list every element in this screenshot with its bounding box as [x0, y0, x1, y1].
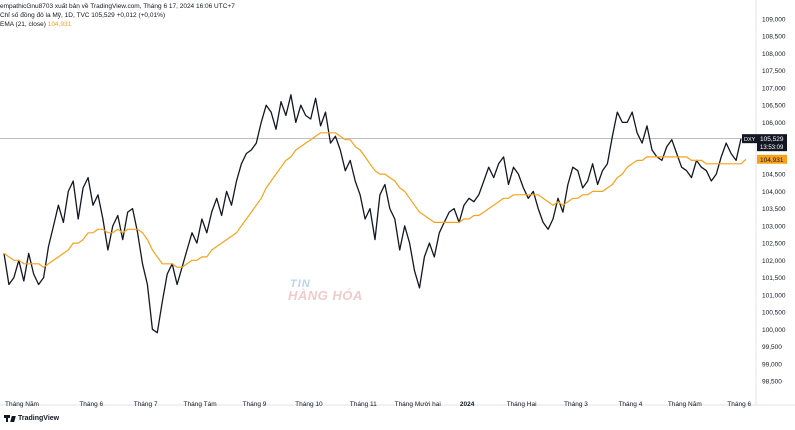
y-tick-label: 100,000	[762, 327, 786, 334]
x-tick-label: Tháng Hai	[507, 401, 537, 408]
price-series-line	[3, 94, 742, 334]
y-tick-label: 103,500	[762, 206, 786, 213]
x-tick-label: Tháng 3	[564, 401, 588, 408]
symbol-line[interactable]: Chỉ số đồng đô la Mỹ, 1D, TVC 105,529 +0…	[0, 12, 166, 19]
y-tick-label: 102,000	[762, 258, 786, 265]
y-tick-label: 104,500	[762, 172, 786, 179]
x-tick-label: Tháng Mười hai	[395, 401, 441, 408]
ema-series-line	[3, 132, 747, 268]
ema-legend-value: 104,931	[47, 21, 72, 28]
tradingview-footer[interactable]: TradingView	[4, 415, 59, 422]
y-tick-label: 100,500	[762, 310, 786, 317]
x-tick-label: Tháng 11	[350, 401, 377, 408]
x-tick-label: Tháng 6	[727, 401, 751, 408]
y-tick-label: 101,500	[762, 275, 786, 282]
y-tick-label: 101,000	[762, 292, 786, 299]
symbol-tag	[742, 134, 757, 144]
y-tick-label: 106,500	[762, 103, 786, 110]
y-tick-label: 98,500	[762, 379, 782, 386]
y-tick-label: 108,500	[762, 34, 786, 41]
y-tick-label: 107,500	[762, 68, 786, 75]
tradingview-brand: TradingView	[18, 415, 60, 422]
ema-legend-label: EMA (21, close)	[0, 21, 46, 28]
last-price-tag	[757, 134, 787, 152]
x-tick-label: Tháng 6	[79, 401, 103, 408]
x-tick-label: Tháng 4	[618, 401, 642, 408]
y-tick-label: 107,000	[762, 85, 786, 92]
x-tick-label: Tháng Năm	[668, 401, 702, 408]
x-tick-label: Tháng 9	[243, 401, 267, 408]
y-tick-label: 99,000	[762, 361, 782, 368]
y-tick-label: 106,000	[762, 120, 786, 127]
ema-value-tag	[757, 154, 787, 164]
y-tick-label: 104,000	[762, 189, 786, 196]
x-tick-label: Tháng 10	[295, 401, 323, 408]
x-tick-label: 2024	[460, 401, 475, 408]
symbol-tag-text: DXY	[744, 137, 756, 143]
y-tick-label: 109,000	[762, 17, 786, 24]
x-tick-label: Tháng 7	[134, 401, 158, 408]
last-price-tag-countdown: 13:53:09	[760, 145, 784, 151]
watermark-line-2: HÀNG HÓA	[288, 288, 363, 303]
y-tick-label: 102,500	[762, 241, 786, 248]
y-tick-label: 103,000	[762, 223, 786, 230]
watermark-logo: TIN HÀNG HÓA	[288, 278, 363, 302]
publisher-line: empathicGnu8703 xuất bản về TradingView.…	[0, 3, 235, 10]
last-price-tag-value: 105,529	[760, 136, 784, 143]
watermark-line-1: TIN	[290, 278, 311, 290]
ema-legend[interactable]: EMA (21, close) 104,931	[0, 20, 740, 29]
x-tick-label: Tháng Năm	[5, 401, 39, 408]
y-tick-label: 99,500	[762, 344, 782, 351]
ema-value-tag-text: 104,931	[760, 157, 784, 164]
x-tick-label: Tháng Tám	[184, 401, 217, 408]
tradingview-logo-icon	[4, 415, 16, 422]
y-tick-label: 108,000	[762, 51, 786, 58]
chart-header: empathicGnu8703 xuất bản về TradingView.…	[0, 2, 740, 29]
